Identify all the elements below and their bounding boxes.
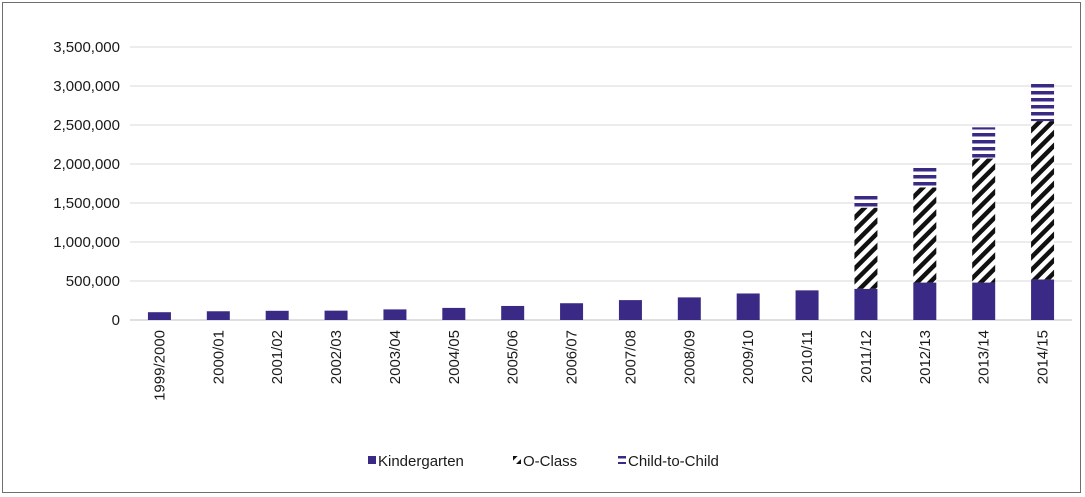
bar-kindergarten [736,293,760,320]
legend-item: Child-to-Child [618,453,719,470]
legend-swatch [513,456,521,464]
legend-label: Kindergarten [378,453,464,470]
y-tick-label: 3,500,000 [53,39,120,56]
legend-item: O-Class [513,453,577,470]
x-tick-label: 2005/06 [505,330,522,384]
x-tick-label: 2006/07 [564,330,581,384]
x-axis-tick-labels: 1999/2000 2000/01 2001/02 2002/03 2003/04 200… [151,330,1051,401]
bar-kindergarten [677,297,701,320]
legend-label: O-Class [523,453,577,470]
bar-kindergarten [1031,279,1055,320]
y-tick-label: 0 [112,312,120,329]
bar-kindergarten [972,282,996,320]
x-tick-label: 2007/08 [622,330,639,384]
legend-swatch [618,456,626,464]
bar-o-class [854,207,878,289]
bar-child-to-child [972,127,996,159]
bar-kindergarten [795,290,819,320]
bar-o-class [972,158,996,283]
x-tick-label: 2003/04 [387,330,404,384]
bar-o-class [913,187,937,283]
legend-label: Child-to-Child [628,453,719,470]
bars [147,83,1055,320]
x-tick-label: 2010/11 [799,330,816,383]
x-tick-label: 2000/01 [210,330,227,384]
y-tick-label: 1,500,000 [53,195,120,212]
x-tick-label: 2009/10 [740,330,757,384]
bar-kindergarten [854,288,878,320]
bar-kindergarten [324,310,348,320]
bar-kindergarten [560,303,584,320]
x-tick-label: 2014/15 [1035,330,1052,384]
bar-kindergarten [147,312,171,320]
x-tick-label: 2004/05 [446,330,463,384]
y-tick-label: 2,500,000 [53,117,120,134]
y-tick-label: 2,000,000 [53,156,120,173]
bar-kindergarten [913,282,937,320]
x-tick-label: 1999/2000 [151,330,168,401]
y-tick-label: 3,000,000 [53,78,120,95]
x-tick-label: 2012/13 [917,330,934,384]
y-axis-tick-labels: 0 500,000 1,000,000 1,500,000 2,000,000 2,500… [53,39,120,329]
bar-kindergarten [442,307,466,320]
bar-kindergarten [383,309,407,320]
x-tick-label: 2008/09 [681,330,698,384]
bar-kindergarten [265,310,289,320]
bar-child-to-child [1031,83,1055,122]
x-tick-label: 2002/03 [328,330,345,384]
legend-item: Kindergarten [368,453,464,470]
x-tick-label: 2011/12 [858,330,875,383]
legend: Kindergarten O-Class Child-to-Child [368,453,719,470]
x-tick-label: 2001/02 [269,330,286,384]
x-tick-label: 2013/14 [976,330,993,384]
bar-kindergarten [501,305,525,320]
y-tick-label: 1,000,000 [53,234,120,251]
y-tick-label: 500,000 [66,273,120,290]
bar-o-class [1031,121,1055,280]
bar-child-to-child [913,164,937,188]
bar-child-to-child [854,193,878,208]
bar-kindergarten [618,300,642,320]
legend-swatch [368,456,376,464]
bar-kindergarten [206,311,230,320]
